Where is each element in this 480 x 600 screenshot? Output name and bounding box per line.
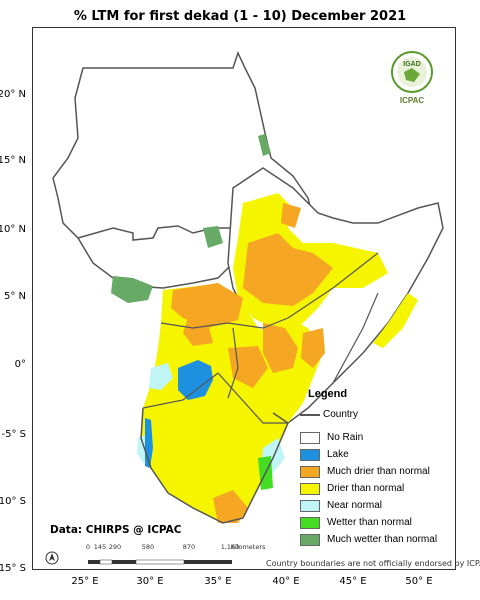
legend-swatch	[300, 448, 320, 461]
legend-swatch	[300, 482, 320, 495]
lat-label-5s: -5° S	[1, 429, 27, 440]
disclaimer-text: Country boundaries are not officially en…	[266, 559, 480, 568]
legend-item: No Rain	[300, 429, 460, 446]
north-arrow-icon	[45, 551, 59, 570]
legend-swatch	[300, 516, 320, 529]
legend-item-label: No Rain	[327, 432, 364, 443]
legend-item-label: Wetter than normal	[327, 517, 412, 528]
lon-label-25e: 25° E	[71, 576, 99, 587]
lake-victoria	[178, 360, 213, 400]
scale-tick: 0	[85, 543, 91, 551]
lat-label-0: 0°	[14, 359, 26, 370]
lat-label-15s: -15° S	[0, 563, 26, 574]
country-line-swatch	[300, 413, 320, 416]
lat-label-5n: 5° N	[3, 291, 26, 302]
legend-item: Much drier than normal	[300, 463, 460, 480]
lon-label-45e: 45° E	[339, 576, 367, 587]
scale-tick: 145	[93, 543, 107, 551]
scale-unit: Kilometers	[230, 543, 266, 551]
rainfall-map	[52, 50, 444, 524]
legend-item: Wetter than normal	[300, 514, 460, 531]
legend-item-label: Near normal	[327, 500, 383, 511]
legend-item-label: Lake	[327, 449, 349, 460]
scale-bar: 0 145 290 580 870 1,160 Kilometers	[86, 543, 265, 571]
scale-tick: 1,160	[220, 543, 240, 551]
legend-item: Drier than normal	[300, 480, 460, 497]
lat-label-20n: 20° N	[0, 89, 26, 100]
lat-label-10s: -10° S	[0, 496, 26, 507]
scale-tick: 290	[108, 543, 122, 551]
icpac-logo: IGAD ICPAC	[388, 50, 436, 110]
lon-label-35e: 35° E	[204, 576, 232, 587]
data-source-label: Data: CHIRPS @ ICPAC	[50, 524, 182, 536]
legend-country-label: Country	[323, 409, 359, 420]
legend-swatch	[300, 465, 320, 478]
lon-label-30e: 30° E	[136, 576, 164, 587]
scale-tick: 870	[182, 543, 196, 551]
legend-swatch	[300, 533, 320, 546]
legend-item: Much wetter than normal	[300, 531, 460, 548]
igad-badge-text: IGAD	[403, 61, 421, 68]
legend-item-label: Much drier than normal	[327, 466, 430, 477]
legend-swatch	[300, 499, 320, 512]
lon-label-50e: 50° E	[405, 576, 433, 587]
legend-item-label: Drier than normal	[327, 483, 405, 494]
map-title: % LTM for first dekad (1 - 10) December …	[73, 9, 407, 24]
logo-org-text: ICPAC	[399, 96, 425, 105]
legend-item: Lake	[300, 446, 460, 463]
legend: Legend Country No Rain Lake Much drier t…	[300, 388, 460, 548]
legend-item-label: Much wetter than normal	[327, 534, 438, 545]
lat-label-15n: 15° N	[0, 155, 26, 166]
legend-title: Legend	[308, 388, 348, 400]
legend-item: Near normal	[300, 497, 460, 514]
lon-label-40e: 40° E	[272, 576, 300, 587]
scale-tick: 580	[141, 543, 155, 551]
legend-country: Country	[300, 406, 460, 423]
legend-swatch	[300, 431, 320, 444]
map-frame	[32, 27, 456, 570]
lat-label-10n: 10° N	[0, 224, 26, 235]
